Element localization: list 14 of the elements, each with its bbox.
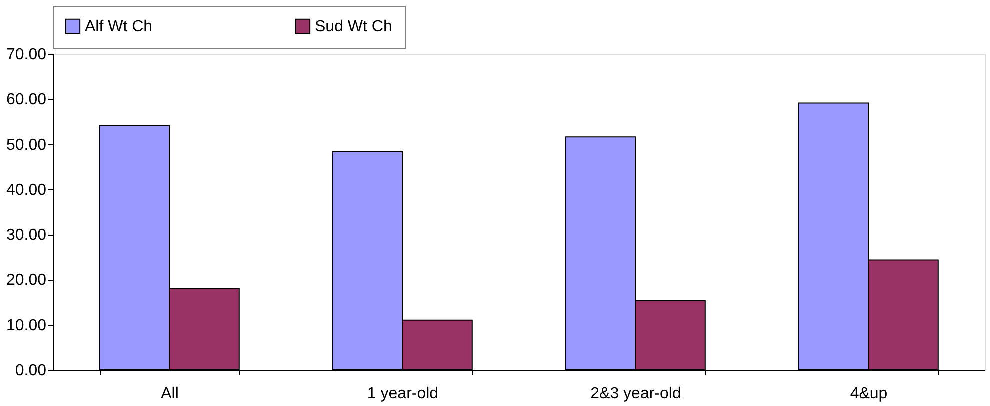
x-tick-label: 2&3 year-old bbox=[590, 386, 682, 402]
y-tick-label: 20.00 bbox=[6, 272, 47, 290]
x-tick-label: 1 year-old bbox=[367, 386, 439, 402]
y-tick-label: 30.00 bbox=[6, 227, 47, 244]
x-tick-label: 4&up bbox=[850, 386, 888, 402]
y-tick-label: 50.00 bbox=[6, 136, 47, 154]
legend-label: Alf Wt Ch bbox=[85, 18, 153, 36]
y-tick-label: 10.00 bbox=[6, 317, 47, 334]
legend-label: Sud Wt Ch bbox=[315, 18, 392, 36]
y-tick-label: 0.00 bbox=[15, 362, 47, 380]
y-tick-label: 70.00 bbox=[6, 46, 47, 64]
x-tick-label: All bbox=[161, 386, 179, 402]
y-tick-label: 60.00 bbox=[6, 92, 47, 109]
y-tick-label: 40.00 bbox=[6, 182, 47, 199]
